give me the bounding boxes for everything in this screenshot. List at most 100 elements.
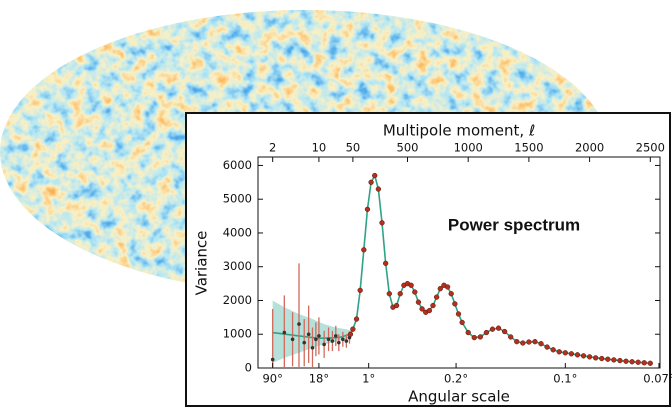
data-point (617, 357, 623, 364)
top-tick-label: 1000 (454, 141, 483, 155)
data-point (599, 355, 605, 362)
data-point (501, 328, 508, 335)
data-point (580, 353, 587, 359)
data-point (397, 291, 403, 297)
data-point (459, 319, 465, 326)
low-l-point (314, 337, 318, 342)
data-point (562, 350, 568, 356)
data-point (586, 354, 593, 360)
data-point (455, 311, 462, 317)
low-l-point (333, 334, 338, 338)
data-point (605, 356, 611, 362)
data-point (426, 307, 433, 314)
data-point (477, 334, 483, 340)
data-point (574, 352, 581, 358)
data-point (544, 344, 550, 350)
plot-area (270, 172, 653, 368)
y-tick-label: 2000 (223, 293, 252, 307)
y-tick-label: 0 (245, 361, 252, 375)
data-point (433, 294, 440, 300)
low-l-point (344, 339, 349, 343)
top-tick-label: 10 (312, 141, 327, 155)
top-tick-label: 50 (346, 141, 361, 155)
data-point (393, 302, 400, 309)
low-l-point (310, 345, 315, 350)
low-l-point (326, 337, 331, 342)
data-point (357, 287, 363, 294)
low-l-point (317, 334, 321, 338)
annotation: Power spectrum (448, 215, 580, 234)
bottom-tick-label: 18° (309, 372, 329, 386)
data-point (520, 340, 526, 346)
top-tick-label: 2500 (636, 141, 665, 155)
y-tick-label: 6000 (223, 158, 252, 172)
data-point (452, 301, 458, 307)
low-l-point (341, 337, 345, 342)
low-l-point (297, 322, 301, 326)
top-tick-label: 500 (397, 141, 419, 155)
data-point (379, 220, 385, 226)
data-point (489, 326, 496, 332)
data-point (353, 316, 360, 322)
data-point (550, 347, 556, 353)
bottom-tick-label: 90° (262, 372, 282, 386)
data-point (556, 349, 562, 355)
top-tick-label: 2 (269, 141, 276, 155)
low-l-point (290, 337, 295, 342)
data-point (593, 355, 599, 361)
low-l-point (302, 340, 307, 345)
data-point (375, 186, 382, 192)
y-axis-title: Variance (193, 231, 211, 296)
data-point (471, 334, 477, 341)
data-point (568, 351, 575, 357)
data-point (635, 359, 641, 365)
low-l-point (337, 340, 341, 345)
data-point (347, 331, 354, 337)
low-l-point (282, 330, 287, 335)
low-l-point (322, 342, 326, 347)
data-point (350, 326, 356, 332)
data-point (514, 339, 520, 345)
data-point (641, 360, 647, 366)
data-point (629, 359, 635, 365)
data-point (538, 341, 544, 347)
data-point (647, 360, 653, 366)
data-point (430, 302, 436, 309)
y-tick-label: 5000 (223, 192, 252, 206)
data-point (495, 325, 502, 331)
data-point (508, 334, 514, 340)
data-point (361, 247, 367, 253)
data-point (408, 282, 414, 288)
data-point (623, 358, 629, 364)
bottom-tick-label: 1° (362, 372, 375, 386)
data-point (412, 289, 418, 295)
y-tick-label: 4000 (223, 225, 252, 239)
y-tick-label: 1000 (223, 327, 252, 341)
data-point (386, 291, 392, 297)
data-point (526, 339, 532, 345)
bottom-tick-label: 0.2° (444, 372, 468, 386)
data-point (419, 306, 425, 312)
low-l-point (306, 332, 311, 337)
data-point (437, 286, 443, 292)
data-point (368, 179, 374, 185)
low-l-point (270, 357, 275, 362)
bottom-tick-label: 0.07° (643, 372, 672, 386)
plot-frame (257, 156, 661, 369)
data-point (415, 299, 422, 305)
data-point (532, 339, 538, 345)
top-tick-label: 1500 (514, 141, 543, 155)
top-axis-title: Multipole moment, ℓ (383, 122, 535, 140)
data-point (448, 291, 454, 297)
data-point (465, 329, 471, 336)
y-tick-label: 3000 (223, 259, 252, 273)
top-tick-label: 2000 (575, 141, 604, 155)
bottom-tick-label: 0.1° (553, 372, 577, 386)
data-point (483, 329, 490, 336)
data-point (611, 357, 617, 363)
low-l-point (330, 339, 335, 343)
x-axis-title: Angular scale (408, 388, 510, 406)
data-point (383, 260, 389, 266)
